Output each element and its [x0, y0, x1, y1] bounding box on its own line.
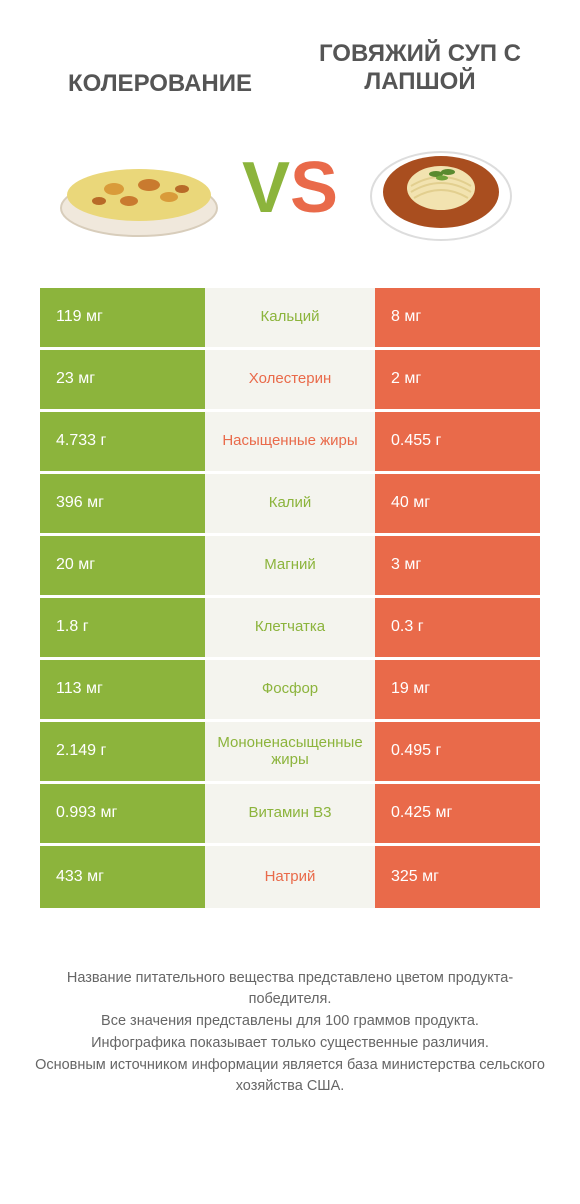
nutrient-label: Кальций: [205, 288, 375, 347]
right-value: 2 мг: [375, 350, 540, 409]
right-value: 0.3 г: [375, 598, 540, 657]
nutrient-label: Натрий: [205, 846, 375, 908]
header: КОЛЕРОВАНИЕ ГОВЯЖИЙ СУП С ЛАПШОЙ: [0, 0, 580, 118]
nutrient-label: Холестерин: [205, 350, 375, 409]
footer-line: Инфографика показывает только существенн…: [30, 1033, 550, 1055]
table-row: 2.149 г Мононенасыщенные жиры 0.495 г: [40, 722, 540, 784]
left-value: 23 мг: [40, 350, 205, 409]
right-value: 0.425 мг: [375, 784, 540, 843]
table-row: 1.8 г Клетчатка 0.3 г: [40, 598, 540, 660]
nutrient-label: Калий: [205, 474, 375, 533]
table-row: 20 мг Магний 3 мг: [40, 536, 540, 598]
left-value: 0.993 мг: [40, 784, 205, 843]
nutrient-label: Витамин B3: [205, 784, 375, 843]
table-row: 433 мг Натрий 325 мг: [40, 846, 540, 908]
nutrient-label: Насыщенные жиры: [205, 412, 375, 471]
right-food-title: ГОВЯЖИЙ СУП С ЛАПШОЙ: [300, 40, 540, 95]
left-food-title: КОЛЕРОВАНИЕ: [40, 70, 280, 98]
right-value: 0.495 г: [375, 722, 540, 781]
footer-line: Все значения представлены для 100 граммо…: [30, 1011, 550, 1033]
right-value: 8 мг: [375, 288, 540, 347]
left-value: 113 мг: [40, 660, 205, 719]
right-value: 19 мг: [375, 660, 540, 719]
table-row: 23 мг Холестерин 2 мг: [40, 350, 540, 412]
left-value: 20 мг: [40, 536, 205, 595]
footer-line: Основным источником информации является …: [30, 1055, 550, 1099]
left-value: 433 мг: [40, 846, 205, 908]
nutrient-label: Мононенасыщенные жиры: [205, 722, 375, 781]
table-row: 396 мг Калий 40 мг: [40, 474, 540, 536]
vs-letter-v: V: [242, 148, 290, 228]
left-value: 4.733 г: [40, 412, 205, 471]
left-value: 2.149 г: [40, 722, 205, 781]
left-value: 1.8 г: [40, 598, 205, 657]
vs-label: VS: [242, 152, 338, 224]
comparison-table: 119 мг Кальций 8 мг 23 мг Холестерин 2 м…: [40, 288, 540, 908]
footer-notes: Название питательного вещества представл…: [30, 968, 550, 1099]
table-row: 4.733 г Насыщенные жиры 0.455 г: [40, 412, 540, 474]
table-row: 119 мг Кальций 8 мг: [40, 288, 540, 350]
table-row: 113 мг Фосфор 19 мг: [40, 660, 540, 722]
right-value: 3 мг: [375, 536, 540, 595]
table-row: 0.993 мг Витамин B3 0.425 мг: [40, 784, 540, 846]
right-value: 40 мг: [375, 474, 540, 533]
left-food-image: [54, 128, 224, 248]
nutrient-label: Клетчатка: [205, 598, 375, 657]
left-value: 396 мг: [40, 474, 205, 533]
right-value: 0.455 г: [375, 412, 540, 471]
vs-row: VS: [0, 118, 580, 288]
nutrient-label: Магний: [205, 536, 375, 595]
footer-line: Название питательного вещества представл…: [30, 968, 550, 1012]
vs-letter-s: S: [290, 148, 338, 228]
right-value: 325 мг: [375, 846, 540, 908]
left-value: 119 мг: [40, 288, 205, 347]
right-food-image: [356, 128, 526, 248]
nutrient-label: Фосфор: [205, 660, 375, 719]
